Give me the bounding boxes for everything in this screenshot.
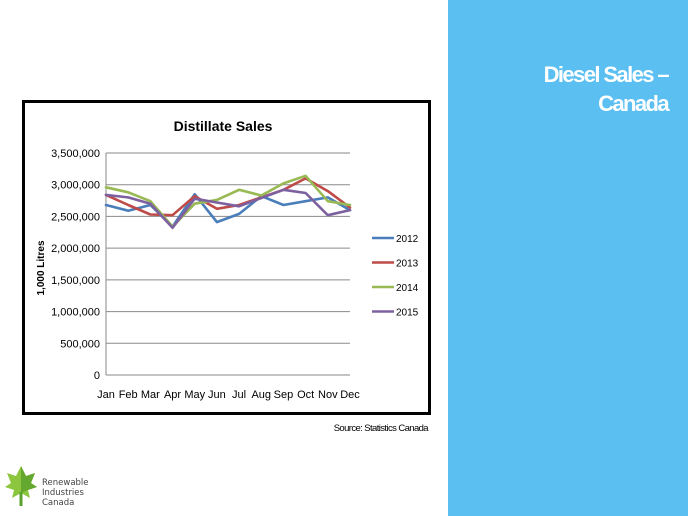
source-note: Source: Statistics Canada <box>333 423 429 434</box>
chart-title: Distillate Sales <box>174 118 273 134</box>
x-tick-label: Jun <box>208 389 226 401</box>
distillate-sales-chart: Distillate Sales 1,000 Litres 0 500,000 1,… <box>36 118 419 401</box>
legend-label-2012: 2012 <box>396 234 419 245</box>
y-tick-label: 500,000 <box>60 338 100 350</box>
maple-leaf-icon <box>5 466 37 506</box>
grid-lines <box>105 152 350 376</box>
y-tick-label: 2,000,000 <box>51 243 100 255</box>
x-tick-label: Aug <box>251 389 271 401</box>
y-tick-label: 3,000,000 <box>51 180 100 192</box>
x-tick-label: Jul <box>232 389 246 401</box>
series-lines <box>104 174 352 230</box>
y-tick-labels: 0 500,000 1,000,000 1,500,000 2,000,000 2,500… <box>51 148 100 382</box>
x-tick-label: Mar <box>141 389 160 401</box>
x-tick-label: Dec <box>340 389 360 401</box>
logo-line-1: Renewable <box>42 478 89 488</box>
y-tick-label: 2,500,000 <box>51 211 100 223</box>
series-line-2012 <box>104 192 352 228</box>
slide-title: Diesel Sales – Canada <box>468 60 670 118</box>
y-axis-label: 1,000 Litres <box>36 240 47 295</box>
logo-text: Renewable Industries Canada <box>42 478 89 508</box>
chart-frame: Distillate Sales 1,000 Litres 0 500,000 1,… <box>22 100 431 415</box>
legend-label-2013: 2013 <box>396 259 419 270</box>
slide-title-line-2: Canada <box>598 91 669 116</box>
x-tick-label: Nov <box>318 389 338 401</box>
slide-title-line-1: Diesel Sales – <box>543 62 670 87</box>
legend-label-2014: 2014 <box>396 283 419 294</box>
x-tick-label: Feb <box>119 389 138 401</box>
series-line-2014 <box>104 174 352 228</box>
renewable-industries-canada-logo: Renewable Industries Canada <box>4 464 124 514</box>
y-tick-label: 3,500,000 <box>51 148 100 160</box>
legend-label-2015: 2015 <box>396 308 419 319</box>
y-tick-label: 1,000,000 <box>51 307 100 319</box>
x-tick-label: Sep <box>274 389 294 401</box>
y-tick-label: 1,500,000 <box>51 275 100 287</box>
x-tick-labels: Jan Feb Mar Apr May Jun Jul Aug Sep Oct Nov Dec <box>97 389 360 401</box>
logo-line-3: Canada <box>42 498 75 508</box>
x-tick-label: Apr <box>164 389 181 401</box>
logo-line-2: Industries <box>42 488 84 498</box>
title-panel: Diesel Sales – Canada <box>448 0 688 516</box>
x-tick-label: Jan <box>97 389 115 401</box>
x-tick-label: Oct <box>297 389 314 401</box>
legend: 2012 2013 2014 2015 <box>372 234 419 319</box>
x-tick-label: May <box>184 389 205 401</box>
series-line-2015 <box>104 188 352 230</box>
y-tick-label: 0 <box>94 370 100 382</box>
